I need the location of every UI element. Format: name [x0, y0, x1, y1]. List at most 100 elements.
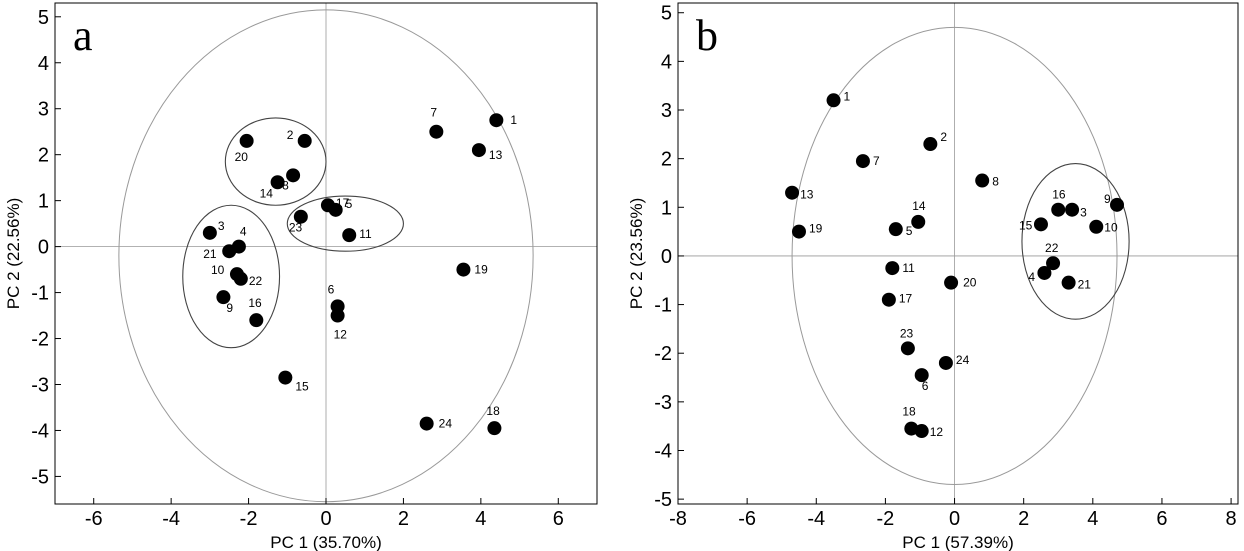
x-tick-label: -2 — [877, 508, 895, 530]
point-label: 20 — [963, 276, 977, 290]
point-label: 8 — [282, 178, 289, 192]
point-label: 4 — [240, 225, 247, 239]
y-tick-label: 5 — [661, 3, 672, 25]
data-point — [826, 93, 841, 108]
point-label: 4 — [1028, 270, 1035, 284]
data-point — [791, 224, 806, 239]
x-tick-label: 0 — [949, 508, 960, 530]
data-point — [1061, 275, 1076, 290]
point-label: 21 — [203, 247, 217, 261]
y-axis-label: PC 2 (22.56%) — [4, 198, 23, 310]
y-tick-label: 2 — [38, 145, 49, 167]
data-point — [233, 271, 248, 286]
x-tick-label: 0 — [320, 508, 331, 530]
x-tick-label: -8 — [669, 508, 687, 530]
y-tick-label: -3 — [654, 392, 672, 414]
x-tick-label: -6 — [85, 508, 103, 530]
data-point — [881, 292, 896, 307]
point-label: 22 — [1045, 241, 1059, 255]
data-point — [270, 175, 285, 190]
data-point — [938, 355, 953, 370]
point-label: 9 — [1104, 192, 1111, 206]
data-point — [914, 368, 929, 383]
x-tick-label: 4 — [475, 508, 486, 530]
data-point — [330, 308, 345, 323]
plot-frame — [677, 2, 1239, 505]
data-point — [487, 421, 502, 436]
point-label: 3 — [218, 219, 225, 233]
x-tick-label: -6 — [738, 508, 756, 530]
point-label: 22 — [249, 274, 263, 288]
x-tick-label: -4 — [807, 508, 825, 530]
data-point — [216, 290, 231, 305]
point-label: 18 — [486, 404, 500, 418]
data-point — [249, 313, 264, 328]
point-label: 14 — [912, 199, 926, 213]
point-label: 10 — [211, 263, 225, 277]
y-tick-label: 2 — [661, 149, 672, 171]
y-tick-label: 1 — [38, 191, 49, 213]
x-tick-label: 2 — [1018, 508, 1029, 530]
point-label: 12 — [334, 328, 348, 342]
x-tick-label: 4 — [1087, 508, 1098, 530]
point-label: 2 — [940, 130, 947, 144]
point-label: 2 — [287, 128, 294, 142]
data-point — [1089, 219, 1104, 234]
data-point — [1046, 256, 1061, 271]
point-label: 13 — [489, 148, 503, 162]
data-point — [342, 228, 357, 243]
data-point — [1033, 217, 1048, 232]
point-label: 24 — [956, 353, 970, 367]
x-tick-label: 2 — [398, 508, 409, 530]
point-label: 6 — [922, 379, 929, 393]
y-tick-label: -1 — [654, 295, 672, 317]
x-tick-label: 8 — [1226, 508, 1237, 530]
data-point — [888, 222, 903, 237]
y-tick-label: -4 — [654, 440, 672, 462]
data-point — [293, 209, 308, 224]
point-label: 21 — [1078, 278, 1092, 292]
data-point — [785, 185, 800, 200]
data-point — [202, 225, 217, 240]
data-point — [456, 262, 471, 277]
point-label: 20 — [235, 150, 249, 164]
data-point — [855, 154, 870, 169]
data-point — [222, 244, 237, 259]
point-label: 1 — [510, 113, 517, 127]
y-axis-label: PC 2 (23.56%) — [627, 198, 646, 310]
panel-label: b — [696, 11, 718, 60]
data-point — [286, 168, 301, 183]
y-tick-label: 1 — [661, 197, 672, 219]
data-point — [1051, 202, 1066, 217]
x-tick-label: 6 — [1156, 508, 1167, 530]
data-point — [1110, 197, 1125, 212]
data-point — [471, 143, 486, 158]
x-axis-label: PC 1 (35.70%) — [270, 533, 382, 551]
data-point — [1065, 202, 1080, 217]
point-label: 24 — [439, 417, 453, 431]
point-label: 23 — [900, 326, 914, 340]
data-point — [885, 261, 900, 276]
y-tick-label: 4 — [661, 51, 672, 73]
data-point — [904, 421, 919, 436]
point-label: 19 — [809, 222, 823, 236]
data-point — [278, 370, 293, 385]
cluster-ellipse — [286, 195, 404, 252]
point-label: 18 — [902, 405, 916, 419]
y-tick-label: -4 — [31, 420, 49, 442]
point-label: 5 — [906, 224, 913, 238]
point-label: 14 — [260, 186, 274, 200]
y-tick-label: -2 — [31, 329, 49, 351]
point-label: 11 — [359, 227, 372, 241]
data-point — [1037, 265, 1052, 280]
point-label: 13 — [800, 188, 814, 202]
point-label: 8 — [992, 175, 999, 189]
y-tick-label: -2 — [654, 343, 672, 365]
point-label: 15 — [1019, 218, 1033, 232]
data-point — [297, 133, 312, 148]
y-tick-label: 5 — [38, 7, 49, 29]
point-label: 3 — [1080, 206, 1087, 220]
point-label: 10 — [1104, 221, 1118, 235]
